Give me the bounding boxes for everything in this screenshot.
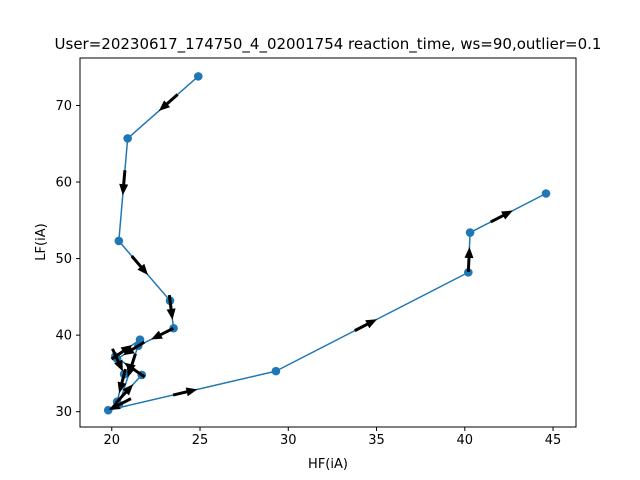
x-tick-label: 20 [103,433,120,448]
plot-area [103,72,551,415]
direction-arrow [117,368,127,394]
x-tick-label: 25 [192,433,209,448]
y-tick-label: 50 [55,252,72,267]
axes: 20 25 30 35 40 45 30 40 50 60 70 [55,99,561,448]
direction-arrow [123,340,146,356]
x-tick-label: 35 [368,433,385,448]
direction-arrow [111,348,123,372]
direction-arrow [124,362,146,379]
data-point [123,134,132,143]
x-axis-label: HF(iA) [308,457,348,472]
data-point [465,228,475,237]
data-point [464,268,473,277]
direction-arrow [490,210,513,224]
direction-arrow [158,93,179,111]
x-tick-label: 40 [457,433,474,448]
direction-arrow [172,387,198,397]
data-point [541,189,551,198]
y-axis-label: LF(iA) [34,223,49,260]
direction-arrow [115,384,134,404]
direction-arrow [464,247,474,272]
x-tick-label: 30 [280,433,297,448]
chart-title: User=20230617_174750_4_02001754 reaction… [55,35,602,54]
y-tick-label: 60 [55,176,72,191]
data-point [271,366,281,376]
direction-arrow [151,327,174,340]
y-tick-label: 40 [55,329,72,344]
data-point [114,236,124,246]
direction-arrow [354,319,377,332]
direction-arrow [119,170,129,196]
direction-arrow [110,345,133,361]
y-tick-label: 30 [55,405,72,420]
x-tick-label: 45 [545,433,562,448]
plot-frame [79,57,577,428]
y-tick-label: 70 [55,99,72,114]
direction-arrow [166,294,176,320]
data-point [193,72,203,81]
direction-arrow [108,397,132,410]
direction-arrow [130,255,148,275]
direction-arrow [126,353,137,378]
